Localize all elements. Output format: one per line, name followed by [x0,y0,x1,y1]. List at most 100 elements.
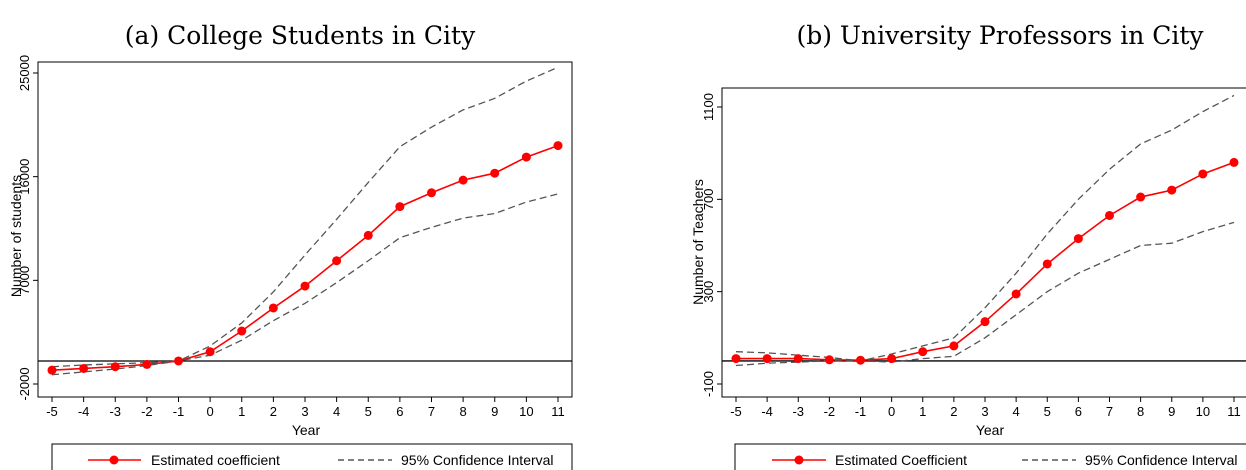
estimate-point [762,354,772,364]
x-tick-label: -1 [855,404,867,419]
legend-box [734,443,1246,470]
plot-area [721,87,1246,398]
legend-label-estimate: Estimated Coefficient [835,452,967,468]
y-tick-label: 700 [701,188,716,210]
y-tick-label: 16000 [17,159,32,195]
estimate-point [79,363,89,373]
axes: -5 -4 -3 -2 -1 0 1 2 3 4 5 6 7 8 9 10 11 -2000 7000 16000 25… [17,55,565,419]
x-tick-label: -4 [761,404,773,419]
x-tick-label: 7 [428,404,435,419]
estimate-point [237,326,247,336]
legend-marker-estimate [109,455,119,465]
estimate-point [300,281,310,291]
x-tick-label: 6 [396,404,403,419]
y-axis-label: Number of students [8,175,24,297]
y-tick-label: 7000 [17,266,32,295]
y-tick-label: 300 [701,281,716,303]
series-markers [731,157,1239,365]
x-tick-label: 0 [207,404,214,419]
estimate-point [332,256,342,266]
estimate-point [1167,185,1177,195]
legend-marker-estimate [794,455,804,465]
estimate-point [1011,289,1021,299]
x-tick-label: -2 [824,404,836,419]
x-tick-label: 10 [1196,404,1210,419]
x-tick-label: 9 [491,404,498,419]
estimate-point [363,230,373,240]
estimate-point [980,317,990,327]
x-tick-label: 10 [519,404,533,419]
ci-line-1 [735,94,1235,362]
x-tick-label: 11 [551,404,565,419]
estimate-point [918,347,928,357]
estimate-point [174,356,183,366]
panel-title: (b) University Professors in City [796,21,1204,50]
ci-line-2 [51,193,559,368]
estimate-point [490,168,500,178]
estimate-point [110,362,120,372]
x-tick-label: 2 [950,404,957,419]
legend-box [51,443,573,470]
x-tick-label: 8 [460,404,467,419]
estimate-point [268,303,278,313]
x-tick-label: -4 [78,404,90,419]
ci-line-2 [735,221,1235,367]
x-tick-label: 1 [919,404,926,419]
y-tick-label: 25000 [17,55,32,91]
legend: Estimated coefficient 95% Confidence Int… [51,443,573,470]
x-tick-label: 7 [1106,404,1113,419]
estimate-point [731,354,741,364]
estimate-point [395,202,405,212]
series-markers [47,141,563,375]
panel-title: (a) College Students in City [125,21,476,50]
ci-line-1 [51,66,559,376]
estimate-point [1198,169,1208,179]
x-tick-label: 4 [333,404,340,419]
estimate-point [458,175,468,185]
x-tick-label: 2 [270,404,277,419]
estimate-point [427,188,436,198]
x-tick-label: 4 [1013,404,1020,419]
y-tick-label: -2000 [17,367,32,400]
y-tick-label: 1100 [701,93,716,121]
legend: Estimated Coefficient 95% Confidence Int… [734,443,1246,470]
x-tick-label: -5 [730,404,742,419]
x-tick-label: 3 [301,404,308,419]
axes: -5 -4 -3 -2 -1 0 1 2 3 4 5 6 7 8 9 10 11 -100 300 700 1100 [701,93,1241,419]
estimate-point [142,359,152,369]
estimate-point [1105,210,1114,220]
estimate-point [1136,192,1146,202]
x-tick-label: -1 [173,404,185,419]
legend-label-ci: 95% Confidence Interval [401,452,554,468]
x-tick-label: -3 [109,404,121,419]
x-axis-label: Year [976,422,1005,438]
y-axis-label: Number of Teachers [690,179,706,305]
x-tick-label: 3 [981,404,988,419]
x-tick-label: 0 [888,404,895,419]
estimate-point [793,354,803,364]
estimate-point [824,355,834,365]
estimate-point [47,365,57,375]
y-tick-label: -100 [701,371,716,397]
x-tick-label: 6 [1075,404,1082,419]
estimate-point [949,341,959,351]
legend-label-estimate: Estimated coefficient [151,452,280,468]
x-tick-label: 5 [365,404,372,419]
estimate-point [1073,234,1083,244]
x-axis-label: Year [292,422,321,438]
plot-area [37,61,573,398]
x-tick-label: 9 [1168,404,1175,419]
x-tick-label: -5 [46,404,58,419]
x-tick-label: 11 [1227,404,1241,419]
estimate-point [1042,259,1052,269]
panel-college-students: (a) College Students in City -5 -4 -3 -2 -1 0… [8,21,573,470]
estimate-point [887,354,897,364]
x-tick-label: 8 [1137,404,1144,419]
legend-label-ci: 95% Confidence Interval [1085,452,1238,468]
estimate-point [553,141,563,151]
estimate-point [205,347,215,357]
x-tick-label: -2 [141,404,153,419]
estimate-point [1229,157,1239,167]
x-tick-label: 5 [1044,404,1051,419]
